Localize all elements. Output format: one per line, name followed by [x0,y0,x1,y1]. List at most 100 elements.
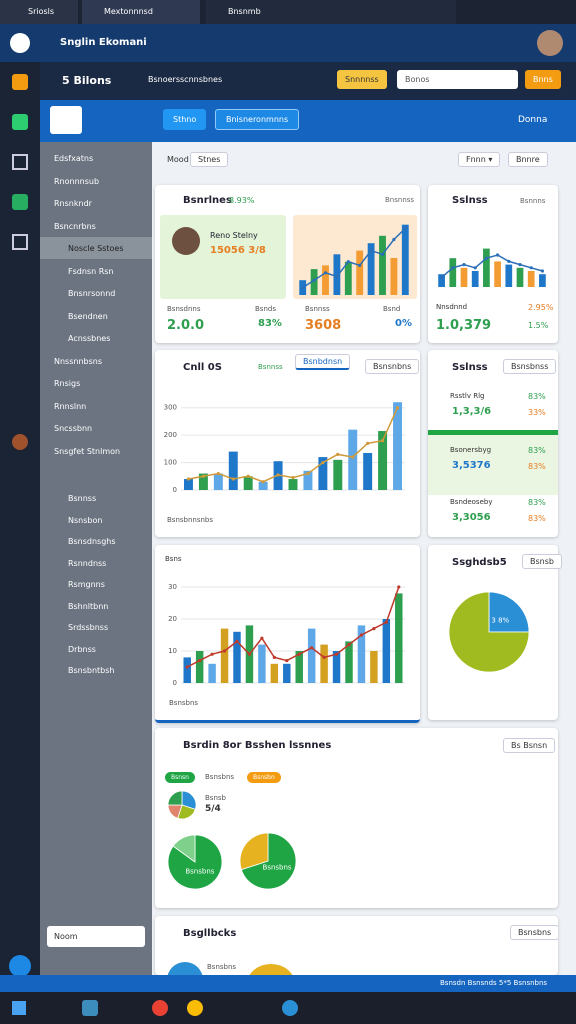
pie-chart: Bsnsbns [167,834,223,890]
toolbar: Sthno Bnisneronmnns Donna [40,100,576,142]
pie-chart: Bsnsbns [239,832,297,890]
tab[interactable]: Mextonnnsd [104,7,153,16]
toolbar-tab[interactable]: Bnisneronmnns [215,109,300,130]
search-box[interactable]: Bonos [397,70,518,89]
stat-pct: 1.5% [528,321,549,330]
sidebar-item[interactable]: Rsmgnns [68,580,105,589]
more[interactable]: Bs Bsnsn [503,738,556,753]
sidebar-item[interactable]: Edsfxatns [54,154,94,163]
brand: 5 Bilons [62,74,112,87]
card-tab[interactable]: Bsnbdnsn [295,354,351,370]
line-point [261,480,265,484]
sidebar-item[interactable]: Bsendnen [68,311,108,321]
sidebar-item[interactable]: Acnssbnes [68,334,111,343]
person-value: 15056 3/8 [210,245,266,256]
card-sub: Bsnnss [258,363,283,371]
sidebar-item[interactable]: Bnsnrsonnd [68,289,116,298]
line-point [291,476,295,480]
bar [401,224,409,295]
sidebar-item[interactable]: Sncssbnn [54,424,93,433]
bar [539,274,546,287]
action-button[interactable]: Bnns [525,70,561,89]
row-value: 1,3,3/6 [452,406,492,417]
sidebar-item[interactable]: Nnssnnbsns [54,356,103,366]
row-name: Bsonersbyg [450,446,492,454]
sidebar-item[interactable]: Bsncnrbns [54,221,96,231]
more[interactable]: Bsnsbnss [503,359,557,374]
y-tick-label: 100 [164,459,177,467]
line-point [395,406,400,410]
pie-slice [240,832,297,890]
sidebar-item[interactable]: Nsnsbon [68,515,103,525]
card-title: Sslnss [452,362,488,373]
card-title: Cnll 0S [183,362,222,373]
toolbar-tab[interactable]: Sthno [163,109,207,130]
stat-value: 83% [258,318,282,329]
pie-label: Bsnsbns [185,868,214,876]
sidebar-item[interactable]: Rnsnkndr [54,199,92,208]
stat-label: Bsnds [255,305,276,313]
pie-label: Bsnsbns [263,864,292,872]
more[interactable]: Bsnsbns [510,925,558,940]
bar [505,264,513,287]
sidebar-item[interactable]: Srdssbnss [68,623,109,632]
sort-button[interactable]: Fnnn ▾ [458,152,501,167]
line-point [260,636,264,640]
sidebar-item[interactable]: Drbnss [68,644,96,654]
tab[interactable]: Sriosls [28,7,55,16]
y-tick-label: 200 [164,431,177,439]
label: Bsnsbns [207,963,237,971]
sidebar-item[interactable]: Fsdnsn Rsn [68,266,114,276]
more[interactable]: Bsnsnbns [365,359,420,374]
bar [183,479,193,490]
bar [494,261,501,287]
sidebar-item[interactable]: Rnonnnsub [54,176,100,186]
chip[interactable]: Bsnsn [165,772,195,783]
bar [483,248,490,287]
filter-label: Mood [167,155,189,164]
sidebar-item[interactable]: Noscle Sstoes [68,244,124,253]
bar [379,235,386,295]
row-pct: 83% [528,514,546,523]
bar [195,651,204,683]
sidebar-search[interactable]: Noom [47,926,145,947]
line-point [462,263,466,267]
line-point [403,226,407,230]
sidebar-item[interactable]: Snsgfet Stnlmon [54,446,121,456]
sidebar-item[interactable]: Rnnslnn [54,401,87,411]
more[interactable]: Bnsnnss [385,196,415,204]
bar [390,258,398,295]
filter-button[interactable]: Stnes [190,152,229,167]
line-point [369,249,373,253]
stat-label: Bsnsdnns [167,305,201,313]
bar-chart: 0 100 200 300 [164,402,405,494]
chip[interactable]: Bsnsbn [247,772,281,783]
bar [288,479,298,490]
export-button[interactable]: Bnnre [508,152,548,167]
line-point [322,655,326,659]
bar-chart: 0 10 20 30 [168,583,405,687]
stat-label: Nnsdnnd [436,303,468,311]
status-pill[interactable]: Snnnnss [337,70,387,89]
tab[interactable]: Bnsnmb [228,7,261,16]
sidebar-item[interactable]: Bsnsbntbsh [68,666,115,675]
user-name[interactable]: Donna [518,115,548,125]
more[interactable]: Bsnsb [522,554,562,569]
bar [258,644,266,683]
row-pct: 83% [528,498,546,507]
bar [243,476,253,490]
taskbar [0,992,576,1024]
bar [527,271,535,287]
bar [320,644,328,683]
sidebar-item[interactable]: Bshnltbnn [68,601,109,611]
sidebar-item[interactable]: Rsnndnss [68,558,107,568]
line-point [301,286,305,290]
card-title: Bsgllbcks [183,928,237,939]
line-point [222,649,227,653]
more[interactable]: Bsnnns [520,197,546,205]
bar [228,451,238,490]
sidebar-item[interactable]: Rnsigs [54,379,81,388]
sidebar-item[interactable]: Bsnnss [68,494,97,503]
line-point [235,639,239,643]
sidebar-item[interactable]: Bsnsdnsghs [68,537,116,546]
